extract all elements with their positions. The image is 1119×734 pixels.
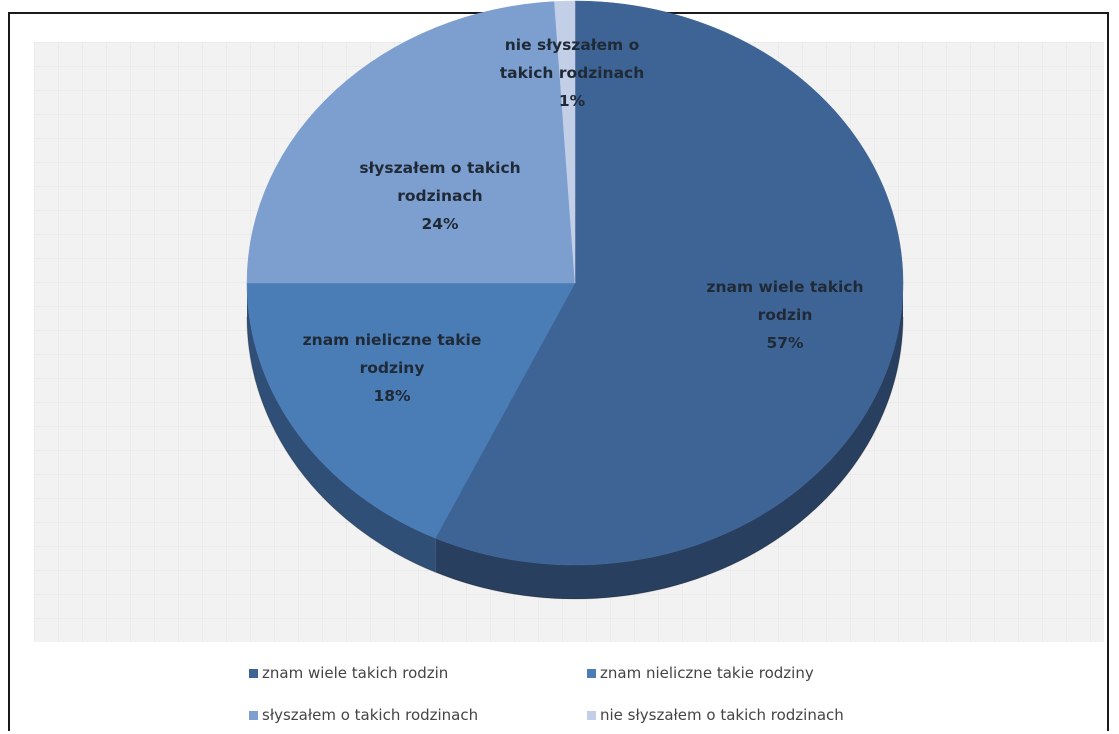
pie-slice-side	[246, 283, 436, 573]
data-label: nie słyszałem o takich rodzinach 1%	[500, 36, 645, 110]
pie-slice	[554, 0, 576, 284]
data-label-line: rodzinach	[397, 187, 482, 205]
legend-item-znam-nieliczne: znam nieliczne takie rodziny	[587, 664, 814, 682]
legend-item-slyszalem: słyszałem o takich rodzinach	[249, 706, 478, 724]
data-label-line: rodzin	[758, 306, 813, 324]
data-label-line: rodziny	[360, 359, 425, 377]
data-label: znam wiele takich rodzin 57%	[706, 278, 863, 352]
data-label-line: nie słyszałem o	[505, 36, 640, 54]
data-label: znam nieliczne takie rodziny 18%	[303, 331, 482, 405]
pie-top	[246, 0, 904, 566]
pie-slice-side	[435, 283, 903, 599]
legend-swatch	[587, 668, 596, 678]
data-label-line: takich rodzinach	[500, 64, 645, 82]
legend-swatch	[249, 710, 258, 720]
legend-label: nie słyszałem o takich rodzinach	[600, 706, 844, 724]
data-label-line: 18%	[373, 387, 411, 405]
data-label-line: słyszałem o takich	[359, 159, 520, 177]
legend-label: znam wiele takich rodzin	[262, 664, 449, 682]
pie-side-walls	[246, 283, 903, 599]
legend-label: słyszałem o takich rodzinach	[262, 706, 479, 724]
legend-swatch	[249, 668, 258, 678]
pie-rim-edge	[246, 316, 904, 600]
pie-slice	[434, 0, 904, 566]
legend-item-nie-slyszalem: nie słyszałem o takich rodzinach	[587, 706, 844, 724]
data-label-line: znam nieliczne takie	[303, 331, 482, 349]
legend: znam wiele takich rodzin znam nieliczne …	[235, 650, 930, 734]
legend-label: znam nieliczne takie rodziny	[600, 664, 814, 682]
pie-slice	[246, 282, 576, 539]
data-label: słyszałem o takich rodzinach 24%	[359, 159, 520, 233]
pie-slice	[246, 1, 576, 284]
data-label-line: 57%	[766, 334, 804, 352]
data-label-line: 24%	[421, 215, 459, 233]
legend-swatch	[587, 710, 596, 720]
data-label-line: znam wiele takich	[706, 278, 863, 296]
data-label-line: 1%	[559, 92, 586, 110]
legend-item-znam-wiele: znam wiele takich rodzin	[249, 664, 448, 682]
